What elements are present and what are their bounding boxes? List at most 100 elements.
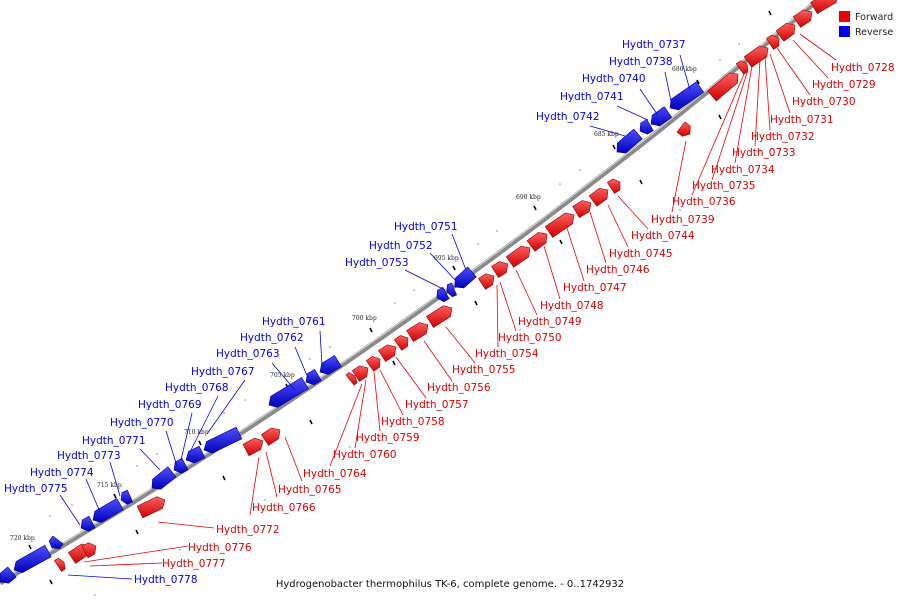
forward-gene-arrow[interactable] — [242, 437, 264, 457]
reverse-gene-arrow[interactable] — [13, 544, 52, 574]
gene-label[interactable]: Hydth_0778 — [134, 574, 198, 586]
forward-gene-arrow[interactable] — [606, 178, 621, 194]
gene-label[interactable]: Hydth_0751 — [394, 221, 458, 233]
gene-label[interactable]: Hydth_0741 — [560, 91, 624, 103]
forward-gene-arrow[interactable] — [491, 261, 509, 278]
gene-label[interactable]: Hydth_0758 — [381, 416, 445, 428]
reverse-gene-arrow[interactable] — [268, 377, 309, 408]
forward-gene-arrow[interactable] — [365, 356, 381, 372]
forward-gene-arrow[interactable] — [351, 365, 369, 382]
gene-label[interactable]: Hydth_0772 — [216, 524, 280, 536]
gene-label[interactable]: Hydth_0760 — [333, 449, 397, 461]
gene-label[interactable]: Hydth_0744 — [631, 230, 695, 242]
gene-label[interactable]: Hydth_0739 — [651, 214, 715, 226]
gene-label[interactable]: Hydth_0761 — [262, 316, 326, 328]
gene-label[interactable]: Hydth_0775 — [4, 483, 68, 495]
gene-label[interactable]: Hydth_0729 — [812, 79, 876, 91]
gene-label[interactable]: Hydth_0735 — [692, 180, 756, 192]
reverse-gene-arrow[interactable] — [616, 128, 643, 154]
forward-gene-arrow[interactable] — [676, 121, 691, 137]
forward-gene-arrow[interactable] — [707, 72, 739, 102]
reverse-gene-arrow[interactable] — [151, 466, 177, 490]
gene-label[interactable]: Hydth_0733 — [732, 147, 796, 159]
gene-label[interactable]: Hydth_0756 — [427, 382, 491, 394]
forward-gene-arrow[interactable] — [544, 212, 575, 238]
reverse-gene-arrow[interactable] — [669, 81, 705, 111]
gene-label[interactable]: Hydth_0731 — [770, 114, 834, 126]
gene-label[interactable]: Hydth_0762 — [240, 332, 304, 344]
gene-label[interactable]: Hydth_0748 — [540, 300, 604, 312]
reverse-gene-arrow[interactable] — [454, 266, 477, 289]
gene-label[interactable]: Hydth_0737 — [622, 39, 686, 51]
gene-label[interactable]: Hydth_0771 — [82, 435, 146, 447]
reverse-gene-arrow[interactable] — [0, 566, 17, 584]
gene-label[interactable]: Hydth_0746 — [586, 264, 650, 276]
gene-label[interactable]: Hydth_0736 — [672, 196, 736, 208]
gene-label[interactable]: Hydth_0742 — [536, 111, 600, 123]
reverse-gene-arrow[interactable] — [319, 355, 342, 375]
reverse-gene-arrow[interactable] — [173, 457, 189, 474]
gene-label[interactable]: Hydth_0767 — [191, 366, 255, 378]
gene-label[interactable]: Hydth_0769 — [138, 399, 202, 411]
forward-gene-arrow[interactable] — [810, 0, 838, 15]
leader-line — [617, 195, 649, 230]
gene-label[interactable]: Hydth_0766 — [252, 502, 316, 514]
forward-gene-arrow[interactable] — [505, 245, 531, 268]
gene-label[interactable]: Hydth_0730 — [792, 96, 856, 108]
forward-gene-arrow[interactable] — [426, 305, 453, 328]
gene-label[interactable]: Hydth_0773 — [57, 450, 121, 462]
reverse-gene-arrow[interactable] — [120, 489, 133, 505]
reverse-gene-arrow[interactable] — [80, 515, 96, 532]
leader-line — [769, 53, 791, 114]
gene-label[interactable]: Hydth_0768 — [165, 382, 229, 394]
gene-label[interactable]: Hydth_0776 — [188, 542, 252, 554]
gene-label[interactable]: Hydth_0755 — [452, 364, 516, 376]
gene-label[interactable]: Hydth_0759 — [356, 432, 420, 444]
gene-label[interactable]: Hydth_0763 — [216, 348, 280, 360]
reverse-gene-arrow[interactable] — [639, 118, 654, 135]
gene-label[interactable]: Hydth_0753 — [345, 257, 409, 269]
gene-label[interactable]: Hydth_0732 — [751, 131, 815, 143]
forward-gene-arrow[interactable] — [81, 542, 97, 559]
reverse-gene-arrow[interactable] — [92, 497, 124, 523]
forward-gene-arrow[interactable] — [765, 34, 780, 50]
forward-gene-arrow[interactable] — [477, 273, 495, 290]
gene-label[interactable]: Hydth_0754 — [475, 348, 539, 360]
gene-label[interactable]: Hydth_0747 — [563, 282, 627, 294]
gene-label[interactable]: Hydth_0757 — [405, 399, 469, 411]
gene-label[interactable]: Hydth_0738 — [609, 56, 673, 68]
reverse-gene-arrow[interactable] — [48, 535, 64, 550]
forward-gene-arrow[interactable] — [588, 187, 609, 207]
gene-label[interactable]: Hydth_0750 — [498, 332, 562, 344]
gene-label[interactable]: Hydth_0765 — [278, 484, 342, 496]
reverse-gene-arrow[interactable] — [436, 286, 450, 303]
reverse-gene-arrow[interactable] — [305, 368, 322, 386]
forward-gene-arrow[interactable] — [53, 557, 66, 572]
forward-gene-arrow[interactable] — [260, 427, 281, 446]
forward-gene-arrow[interactable] — [743, 45, 769, 68]
forward-gene-arrow[interactable] — [526, 232, 548, 252]
leader-line — [671, 140, 687, 213]
gene-label[interactable]: Hydth_0774 — [30, 467, 94, 479]
forward-gene-arrow[interactable] — [393, 335, 409, 351]
gene-label[interactable]: Hydth_0752 — [369, 240, 433, 252]
forward-gene-arrow[interactable] — [572, 200, 592, 219]
gene-label[interactable]: Hydth_0734 — [711, 164, 775, 176]
gene-label[interactable]: Hydth_0749 — [518, 316, 582, 328]
forward-gene-arrow[interactable] — [345, 372, 358, 386]
forward-gene-arrow[interactable] — [792, 9, 813, 28]
forward-gene-arrow[interactable] — [406, 322, 429, 342]
gene-label[interactable]: Hydth_0777 — [162, 558, 226, 570]
forward-gene-arrow[interactable] — [775, 22, 796, 42]
gene-label[interactable]: Hydth_0728 — [831, 62, 895, 74]
gene-label[interactable]: Hydth_0740 — [582, 73, 646, 85]
forward-gene-arrow[interactable] — [136, 496, 166, 519]
reverse-gene-arrow[interactable] — [650, 106, 673, 127]
reverse-gene-arrow[interactable] — [203, 426, 243, 454]
gene-label[interactable]: Hydth_0770 — [110, 417, 174, 429]
forward-gene-arrow[interactable] — [378, 344, 397, 362]
reverse-gene-arrow[interactable] — [446, 282, 457, 298]
gene-label[interactable]: Hydth_0745 — [609, 248, 673, 260]
gene-label[interactable]: Hydth_0764 — [303, 468, 367, 480]
